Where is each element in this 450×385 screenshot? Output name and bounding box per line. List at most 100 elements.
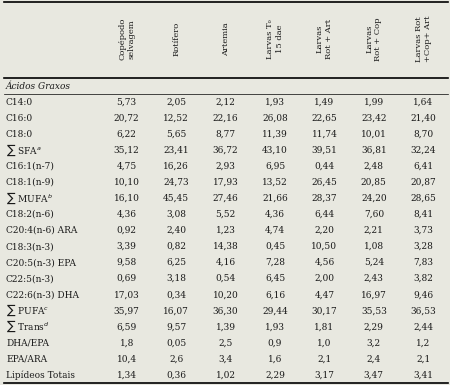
Text: 1,93: 1,93 — [265, 97, 285, 107]
Text: 0,69: 0,69 — [117, 274, 137, 283]
Text: 16,97: 16,97 — [361, 290, 387, 299]
Text: 22,16: 22,16 — [213, 114, 239, 123]
Text: 36,81: 36,81 — [361, 146, 387, 155]
Text: 45,45: 45,45 — [163, 194, 189, 203]
Text: ∑ SFA$^a$: ∑ SFA$^a$ — [6, 142, 42, 158]
Text: 5,65: 5,65 — [166, 130, 186, 139]
Text: 36,72: 36,72 — [213, 146, 239, 155]
Text: 32,24: 32,24 — [410, 146, 436, 155]
Text: C16:0: C16:0 — [6, 114, 33, 123]
Text: 8,41: 8,41 — [413, 210, 433, 219]
Text: 27,46: 27,46 — [213, 194, 239, 203]
Text: 10,10: 10,10 — [114, 178, 140, 187]
Text: 2,20: 2,20 — [315, 226, 334, 235]
Text: Copépodo
selvagem: Copépodo selvagem — [118, 18, 135, 60]
Text: 6,95: 6,95 — [265, 162, 285, 171]
Text: Rotífero: Rotífero — [172, 22, 180, 56]
Text: 6,16: 6,16 — [265, 290, 285, 299]
Text: ∑ PUFA$^c$: ∑ PUFA$^c$ — [6, 303, 50, 318]
Text: 7,83: 7,83 — [413, 258, 433, 267]
Text: C20:5(n-3) EPA: C20:5(n-3) EPA — [6, 258, 76, 267]
Text: C18:0: C18:0 — [6, 130, 33, 139]
Text: C22:5(n-3): C22:5(n-3) — [6, 274, 54, 283]
Text: 6,44: 6,44 — [315, 210, 334, 219]
Text: 3,17: 3,17 — [315, 370, 334, 380]
Text: 26,45: 26,45 — [311, 178, 338, 187]
Text: 4,56: 4,56 — [314, 258, 334, 267]
Text: C18:1(n-9): C18:1(n-9) — [6, 178, 55, 187]
Text: 26,08: 26,08 — [262, 114, 288, 123]
Text: 1,93: 1,93 — [265, 322, 285, 331]
Text: 2,5: 2,5 — [218, 338, 233, 347]
Text: 0,92: 0,92 — [117, 226, 137, 235]
Text: 9,57: 9,57 — [166, 322, 186, 331]
Text: 2,4: 2,4 — [367, 355, 381, 363]
Text: 2,29: 2,29 — [265, 370, 285, 380]
Text: 24,20: 24,20 — [361, 194, 387, 203]
Text: 2,93: 2,93 — [216, 162, 235, 171]
Text: 2,00: 2,00 — [315, 274, 334, 283]
Text: 7,28: 7,28 — [265, 258, 285, 267]
Text: 7,60: 7,60 — [364, 210, 384, 219]
Text: 16,26: 16,26 — [163, 162, 189, 171]
Text: 4,75: 4,75 — [117, 162, 137, 171]
Text: Lipídeos Totais: Lipídeos Totais — [6, 370, 75, 380]
Text: 2,40: 2,40 — [166, 226, 186, 235]
Text: 6,59: 6,59 — [117, 322, 137, 331]
Text: 17,93: 17,93 — [213, 178, 239, 187]
Text: 3,73: 3,73 — [414, 226, 433, 235]
Text: 3,82: 3,82 — [414, 274, 433, 283]
Text: 2,6: 2,6 — [169, 355, 183, 363]
Text: ∑ Trans$^d$: ∑ Trans$^d$ — [6, 319, 50, 335]
Text: 3,18: 3,18 — [166, 274, 186, 283]
Text: 3,2: 3,2 — [367, 338, 381, 347]
Text: 5,52: 5,52 — [216, 210, 236, 219]
Text: 1,49: 1,49 — [315, 97, 334, 107]
Text: 11,74: 11,74 — [311, 130, 338, 139]
Text: 13,52: 13,52 — [262, 178, 288, 187]
Text: 1,99: 1,99 — [364, 97, 384, 107]
Text: Larvas Tₒ
15 dae: Larvas Tₒ 15 dae — [266, 19, 284, 59]
Text: 29,44: 29,44 — [262, 306, 288, 315]
Text: 3,08: 3,08 — [166, 210, 186, 219]
Text: 4,74: 4,74 — [265, 226, 285, 235]
Text: 11,39: 11,39 — [262, 130, 288, 139]
Text: 3,28: 3,28 — [414, 242, 433, 251]
Text: 2,43: 2,43 — [364, 274, 384, 283]
Text: Artemia: Artemia — [221, 22, 230, 56]
Text: 1,02: 1,02 — [216, 370, 235, 380]
Text: 3,39: 3,39 — [117, 242, 137, 251]
Text: 4,36: 4,36 — [265, 210, 285, 219]
Text: 16,07: 16,07 — [163, 306, 189, 315]
Text: 1,64: 1,64 — [413, 97, 433, 107]
Text: 2,29: 2,29 — [364, 322, 384, 331]
Text: C18:2(n-6): C18:2(n-6) — [6, 210, 55, 219]
Text: 0,82: 0,82 — [166, 242, 186, 251]
Text: 10,50: 10,50 — [311, 242, 338, 251]
Text: 1,6: 1,6 — [268, 355, 282, 363]
Text: 23,42: 23,42 — [361, 114, 387, 123]
Text: 2,1: 2,1 — [317, 355, 332, 363]
Text: 0,05: 0,05 — [166, 338, 186, 347]
Text: 5,24: 5,24 — [364, 258, 384, 267]
Text: 0,34: 0,34 — [166, 290, 186, 299]
Text: 22,65: 22,65 — [311, 114, 338, 123]
Text: 1,8: 1,8 — [120, 338, 134, 347]
Text: Larvas Rot
+Cop+ Art: Larvas Rot +Cop+ Art — [415, 16, 432, 62]
Text: 4,36: 4,36 — [117, 210, 137, 219]
Text: Ácidos Graxos: Ácidos Graxos — [6, 82, 71, 90]
Text: 9,46: 9,46 — [413, 290, 433, 299]
Text: 0,54: 0,54 — [216, 274, 236, 283]
Text: 12,52: 12,52 — [163, 114, 189, 123]
Text: 39,51: 39,51 — [311, 146, 338, 155]
Text: 10,20: 10,20 — [213, 290, 239, 299]
Text: Larvas
Rot + Art: Larvas Rot + Art — [316, 19, 333, 59]
Text: 43,10: 43,10 — [262, 146, 288, 155]
Text: 20,72: 20,72 — [114, 114, 140, 123]
Text: 2,44: 2,44 — [413, 322, 433, 331]
Text: 1,08: 1,08 — [364, 242, 384, 251]
Text: 1,23: 1,23 — [216, 226, 235, 235]
Text: C18:3(n-3): C18:3(n-3) — [6, 242, 54, 251]
Text: C14:0: C14:0 — [6, 97, 33, 107]
Text: 14,38: 14,38 — [213, 242, 239, 251]
